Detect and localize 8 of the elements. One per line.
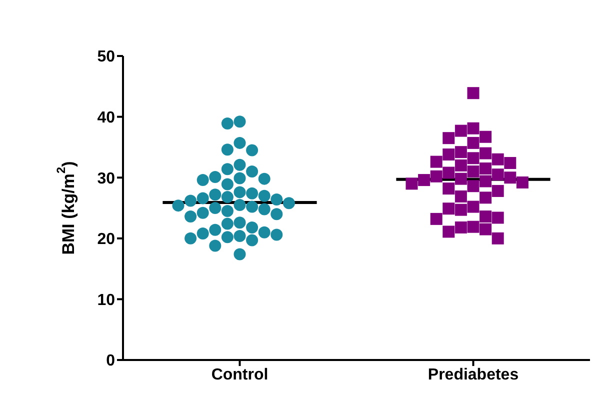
y-tick-label: 0 (106, 352, 116, 370)
y-tick-label: 20 (97, 231, 116, 248)
y-tick-label: 50 (97, 48, 116, 66)
x-tick-label: Control (211, 366, 268, 384)
x-tick-label: Prediabetes (428, 366, 519, 384)
y-tick-label: 10 (97, 292, 116, 309)
y-tick-label: 40 (97, 109, 116, 126)
y-tick-label: 30 (97, 170, 116, 188)
